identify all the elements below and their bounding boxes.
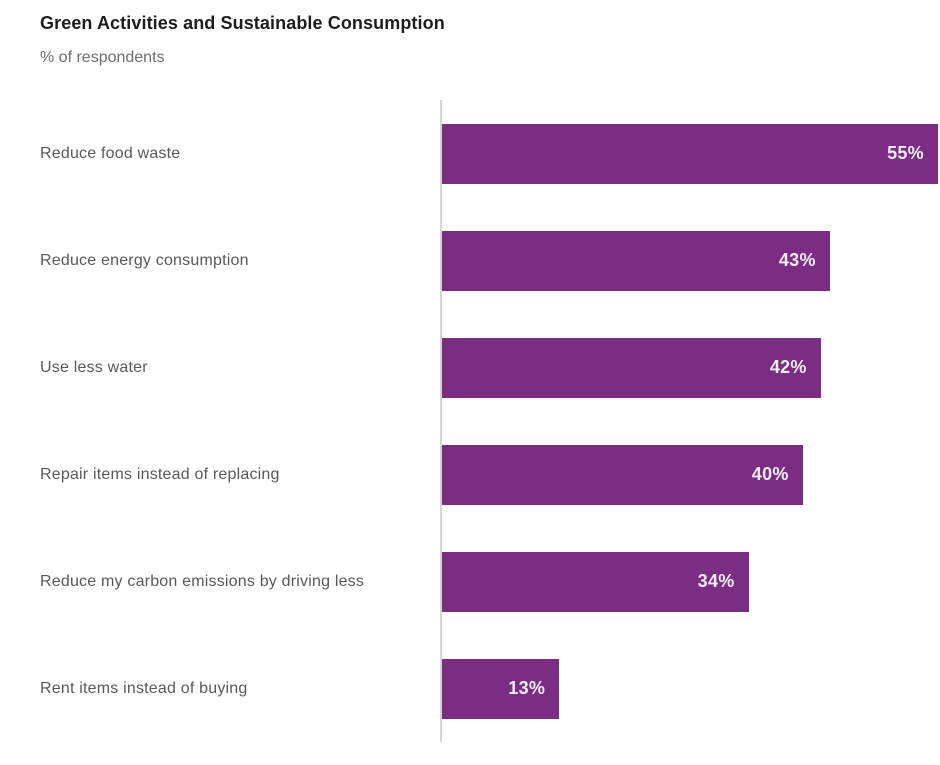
bar: 43% <box>442 230 830 291</box>
label-cell: Repair items instead of replacing <box>0 421 440 528</box>
bar-value-label: 34% <box>697 571 735 591</box>
category-label: Rent items instead of buying <box>40 679 248 697</box>
chart-row: Reduce food waste 55% <box>0 100 940 207</box>
bar-value-label: 43% <box>778 250 816 270</box>
label-cell: Reduce my carbon emissions by driving le… <box>0 528 440 635</box>
bar: 40% <box>442 444 803 505</box>
category-label: Reduce my carbon emissions by driving le… <box>40 572 365 590</box>
chart-row: Rent items instead of buying 13% <box>0 635 940 742</box>
chart-row: Repair items instead of replacing 40% <box>0 421 940 528</box>
plot-area-y-axis-line: 13% <box>440 635 940 742</box>
chart-row: Reduce my carbon emissions by driving le… <box>0 528 940 635</box>
bar-value-label: 13% <box>508 678 546 698</box>
bar-value-label: 42% <box>769 357 807 377</box>
chart-row: Use less water 42% <box>0 314 940 421</box>
category-label: Use less water <box>40 358 148 376</box>
plot-area-y-axis-line: 42% <box>440 314 940 421</box>
bar: 13% <box>442 658 560 719</box>
label-cell: Reduce food waste <box>0 100 440 207</box>
bar-value-label: 55% <box>887 143 924 163</box>
chart-title: Green Activities and Sustainable Consump… <box>40 13 445 33</box>
plot-area-y-axis-line: 43% <box>440 207 940 314</box>
chart-rows: Reduce food waste 55% Reduce energy cons… <box>0 100 940 742</box>
category-label: Reduce energy consumption <box>40 251 249 269</box>
chart-row: Reduce energy consumption 43% <box>0 207 940 314</box>
bar-value-label: 40% <box>751 464 789 484</box>
bar: 55% <box>442 123 938 184</box>
category-label: Repair items instead of replacing <box>40 465 280 483</box>
plot-area-y-axis-line: 34% <box>440 528 940 635</box>
plot-area-y-axis-line: 55% <box>440 100 940 207</box>
label-cell: Use less water <box>0 314 440 421</box>
plot-area-y-axis-line: 40% <box>440 421 940 528</box>
bar: 42% <box>442 337 821 398</box>
category-label: Reduce food waste <box>40 144 181 162</box>
chart-subtitle: % of respondents <box>40 49 165 66</box>
label-cell: Reduce energy consumption <box>0 207 440 314</box>
bar: 34% <box>442 551 749 612</box>
label-cell: Rent items instead of buying <box>0 635 440 742</box>
